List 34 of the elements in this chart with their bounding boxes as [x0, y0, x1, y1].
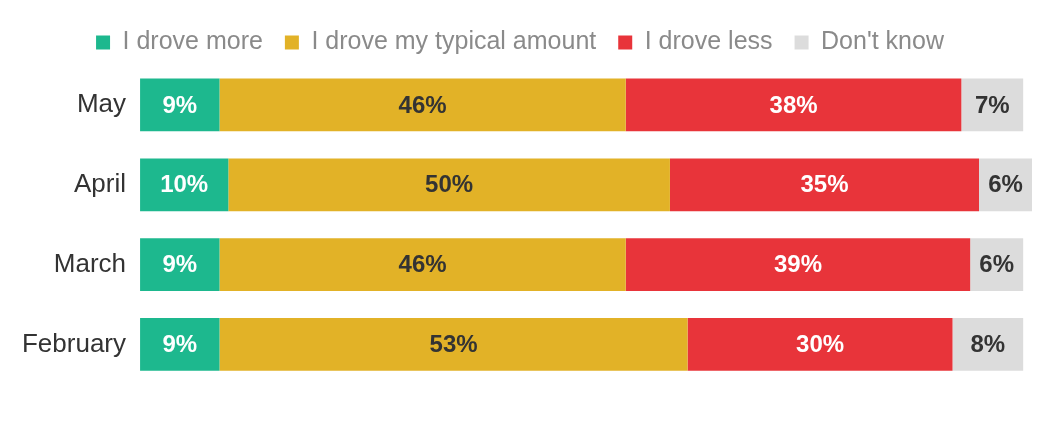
data-label: 9%	[162, 90, 198, 118]
bar	[140, 318, 220, 371]
y-tick-label: May	[76, 88, 127, 119]
bar	[625, 78, 962, 132]
bar	[219, 318, 688, 371]
data-label: 7%	[974, 90, 1010, 118]
bar	[687, 318, 953, 371]
bar	[625, 238, 971, 291]
y-tick-label: April	[74, 167, 127, 198]
y-tick-label: March	[53, 247, 127, 278]
data-label: 9%	[162, 250, 198, 278]
legend-label: Don't know	[821, 26, 945, 55]
data-label: 50%	[425, 170, 474, 198]
bar	[219, 238, 626, 291]
data-label: 6%	[979, 250, 1015, 278]
data-label: 6%	[988, 170, 1023, 198]
legend-label: I drove less	[644, 26, 773, 55]
data-label: 46%	[398, 90, 447, 118]
data-label: 46%	[398, 250, 447, 278]
data-label: 53%	[429, 330, 478, 358]
data-label: 8%	[970, 330, 1006, 358]
data-label: 9%	[162, 330, 198, 358]
data-label: 30%	[796, 330, 845, 358]
data-label: 38%	[769, 90, 818, 118]
bar	[669, 158, 980, 212]
legend-label: I drove my typical amount	[311, 26, 597, 55]
data-label: 35%	[800, 170, 849, 198]
bar	[140, 238, 220, 291]
bar	[228, 158, 670, 212]
data-label: 39%	[773, 250, 822, 278]
legend-label: I drove more	[122, 26, 263, 55]
bar	[219, 78, 626, 132]
y-tick-label: February	[21, 327, 127, 358]
data-label: 10%	[160, 170, 209, 198]
